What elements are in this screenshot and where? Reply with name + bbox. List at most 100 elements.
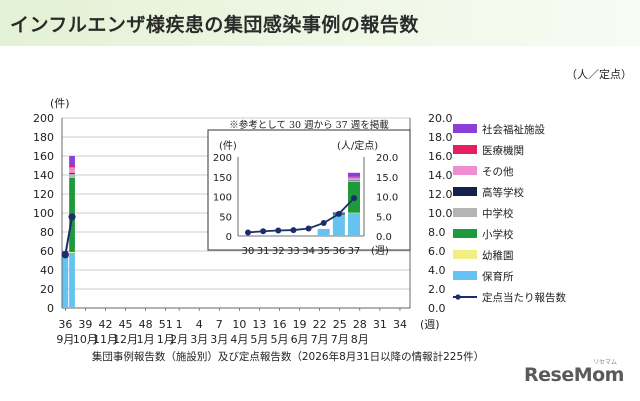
y-tick-label-right: 18.0 — [428, 131, 453, 144]
inset-line-point — [320, 219, 327, 226]
x-tick-month-label: 7月 — [331, 333, 349, 346]
y-tick-label-left: 200 — [33, 112, 54, 125]
x-tick-label: 28 — [353, 318, 367, 331]
bar-segment — [69, 251, 75, 253]
x-tick-label: 39 — [78, 318, 92, 331]
legend-line-marker — [455, 294, 461, 300]
inset-y-tick-left: 0 — [226, 232, 232, 243]
inset-bar-segment — [348, 172, 360, 177]
legend-swatch — [453, 187, 477, 196]
y-tick-label-left: 120 — [33, 188, 54, 201]
legend-swatch — [453, 229, 477, 238]
y-tick-label-right: 10.0 — [428, 207, 453, 220]
x-tick-label: 16 — [273, 318, 287, 331]
x-tick-month-label: 5月 — [271, 333, 289, 346]
x-tick-label: 7 — [216, 318, 223, 331]
x-tick-month-label: 4月 — [230, 333, 248, 346]
y-tick-label-right: 2.0 — [428, 283, 446, 296]
inset-y-tick-left: 100 — [213, 193, 232, 204]
y-tick-label-right: 14.0 — [428, 169, 453, 182]
units-note: （人／定点） — [566, 68, 632, 81]
inset-bar-segment — [348, 176, 360, 178]
bar-segment — [69, 173, 75, 175]
x-tick-month-label: 7月 — [311, 333, 329, 346]
page-header: インフルエンザ様疾患の集団感染事例の報告数 — [0, 0, 640, 46]
legend-swatch — [453, 145, 477, 154]
x-tick-label: 4 — [196, 318, 203, 331]
legend-swatch — [453, 208, 477, 217]
inset-bar-segment — [348, 180, 360, 182]
inset-y-tick-left: 50 — [219, 212, 232, 223]
line-point — [68, 213, 76, 221]
legend-swatch — [453, 250, 477, 259]
y-axis-label-left: (件) — [50, 97, 70, 110]
x-tick-month-label: 9月 — [56, 333, 74, 346]
y-tick-label-left: 0 — [47, 302, 54, 315]
chart-caption: 集団事例報告数（施設別）及び定点報告数（2026年8月31日以降の情報計225件… — [92, 350, 484, 363]
legend-label: 定点当たり報告数 — [482, 291, 566, 304]
legend-label: 社会福祉施設 — [482, 123, 545, 136]
x-tick-month-label: 5月 — [250, 333, 268, 346]
legend-label: 高等学校 — [482, 186, 524, 199]
x-tick-month-label: 8月 — [351, 333, 369, 346]
inset-x-tick-label: 31 — [257, 246, 270, 257]
x-tick-label: 51 — [159, 318, 173, 331]
x-tick-label: 10 — [232, 318, 246, 331]
legend-label: 小学校 — [482, 228, 514, 241]
inset-y-tick-right: 15.0 — [376, 173, 398, 184]
x-tick-label: 19 — [293, 318, 307, 331]
x-tick-month-label: 3月 — [210, 333, 228, 346]
legend-swatch — [453, 166, 477, 175]
inset-note: ※参考として 30 週から 37 週を掲載 — [229, 119, 389, 131]
inset-x-tick-label: 37 — [348, 246, 361, 257]
inset-x-label: (週) — [371, 245, 389, 257]
x-tick-month-label: 1月 — [157, 333, 175, 346]
inset-y-tick-right: 0.0 — [376, 232, 392, 243]
x-tick-label: 1 — [176, 318, 183, 331]
inset-x-tick-label: 34 — [302, 246, 315, 257]
inset-line-point — [245, 229, 251, 236]
x-tick-label: 36 — [58, 318, 72, 331]
legend-label: 中学校 — [482, 207, 514, 220]
brand-kana: リセマム — [593, 359, 618, 366]
x-tick-label: 13 — [252, 318, 266, 331]
y-tick-label-right: 8.0 — [428, 226, 446, 239]
x-tick-month-label: 6月 — [291, 333, 309, 346]
y-tick-label-right: 16.0 — [428, 150, 453, 163]
inset-y-tick-right: 5.0 — [376, 212, 392, 223]
y-tick-label-left: 80 — [40, 226, 54, 239]
x-tick-label: 22 — [313, 318, 327, 331]
x-tick-label: 25 — [333, 318, 347, 331]
y-tick-label-left: 20 — [40, 283, 54, 296]
page-title: インフルエンザ様疾患の集団感染事例の報告数 — [10, 14, 419, 36]
y-tick-label-right: 12.0 — [428, 188, 453, 201]
bar-segment — [69, 174, 75, 178]
inset-y-tick-left: 200 — [213, 153, 232, 164]
inset-line-point — [275, 227, 282, 234]
x-tick-month-label: 12月 — [113, 333, 138, 346]
inset-y-tick-right: 10.0 — [376, 193, 398, 204]
y-tick-label-right: 0.0 — [428, 302, 446, 315]
x-axis-label: (週) — [420, 318, 440, 331]
x-tick-label: 34 — [393, 318, 407, 331]
inset-bar-segment — [348, 213, 360, 236]
inset-x-tick-label: 36 — [332, 246, 345, 257]
bar-segment — [69, 252, 75, 308]
y-tick-label-left: 180 — [33, 131, 54, 144]
inset-line-point — [305, 225, 312, 232]
inset-x-tick-label: 32 — [272, 246, 285, 257]
y-tick-label-right: 4.0 — [428, 264, 446, 277]
legend-label: その他 — [482, 165, 514, 178]
inset-y-label-left: (件) — [219, 140, 237, 152]
line-series — [64, 216, 74, 255]
inset-y-tick-left: 150 — [213, 173, 232, 184]
inset-line-point — [260, 228, 267, 235]
legend-label: 幼稚園 — [482, 249, 514, 262]
y-tick-label-left: 140 — [33, 169, 54, 182]
inset-x-tick-label: 33 — [287, 246, 300, 257]
y-tick-label-left: 100 — [33, 207, 54, 220]
inset-line-point — [335, 210, 342, 217]
inset-bar-segment — [317, 228, 330, 236]
line-point — [61, 251, 69, 259]
